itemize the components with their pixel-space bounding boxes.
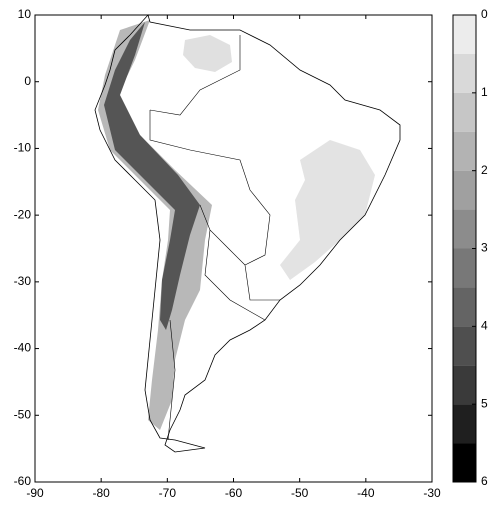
colorbar-tick-label: 6 — [481, 474, 488, 488]
x-tick-label: -30 — [423, 486, 441, 500]
colorbar-band — [453, 443, 476, 482]
x-tick-label: -90 — [26, 486, 44, 500]
y-tick-label: -20 — [14, 207, 32, 221]
colorbar-tick-label: 4 — [481, 319, 488, 333]
y-tick-label: -10 — [14, 141, 32, 155]
colorbar-band — [453, 131, 476, 171]
x-tick-label: -80 — [92, 486, 110, 500]
andes-dark — [104, 22, 200, 330]
coastline — [94, 14, 401, 453]
x-tick-label: -70 — [159, 486, 177, 500]
highland-brazil — [280, 140, 375, 280]
borders — [149, 35, 280, 441]
colorbar-band — [453, 209, 476, 249]
colorbar-band — [453, 170, 476, 210]
colorbar-tick-label: 5 — [481, 396, 488, 410]
x-tick-label: -60 — [225, 486, 243, 500]
colorbar-band — [453, 287, 476, 327]
colorbar-tick-label: 3 — [481, 241, 488, 255]
x-tick-label: -50 — [291, 486, 309, 500]
highland-guiana — [183, 35, 232, 72]
plot-frame — [34, 14, 433, 483]
colorbar-tick-label: 2 — [481, 163, 488, 177]
colorbar-band — [453, 53, 476, 93]
colorbar-tick-label: 1 — [481, 85, 488, 99]
map-drawing — [94, 14, 401, 453]
colorbar-tick-label: 0 — [481, 7, 488, 21]
colorbar-band — [453, 365, 476, 405]
y-tick-label: -40 — [14, 341, 32, 355]
colorbar-band — [453, 92, 476, 132]
y-tick-label: -60 — [14, 474, 32, 488]
colorbar-band — [453, 15, 476, 54]
colorbar-band — [453, 326, 476, 366]
y-tick-label: 10 — [18, 7, 32, 21]
y-tick-label: -30 — [14, 274, 32, 288]
colorbar-band — [453, 248, 476, 288]
x-tick-label: -40 — [357, 486, 375, 500]
colorbar-band — [453, 404, 476, 444]
y-tick-label: 0 — [24, 74, 31, 88]
y-tick-label: -50 — [14, 407, 32, 421]
